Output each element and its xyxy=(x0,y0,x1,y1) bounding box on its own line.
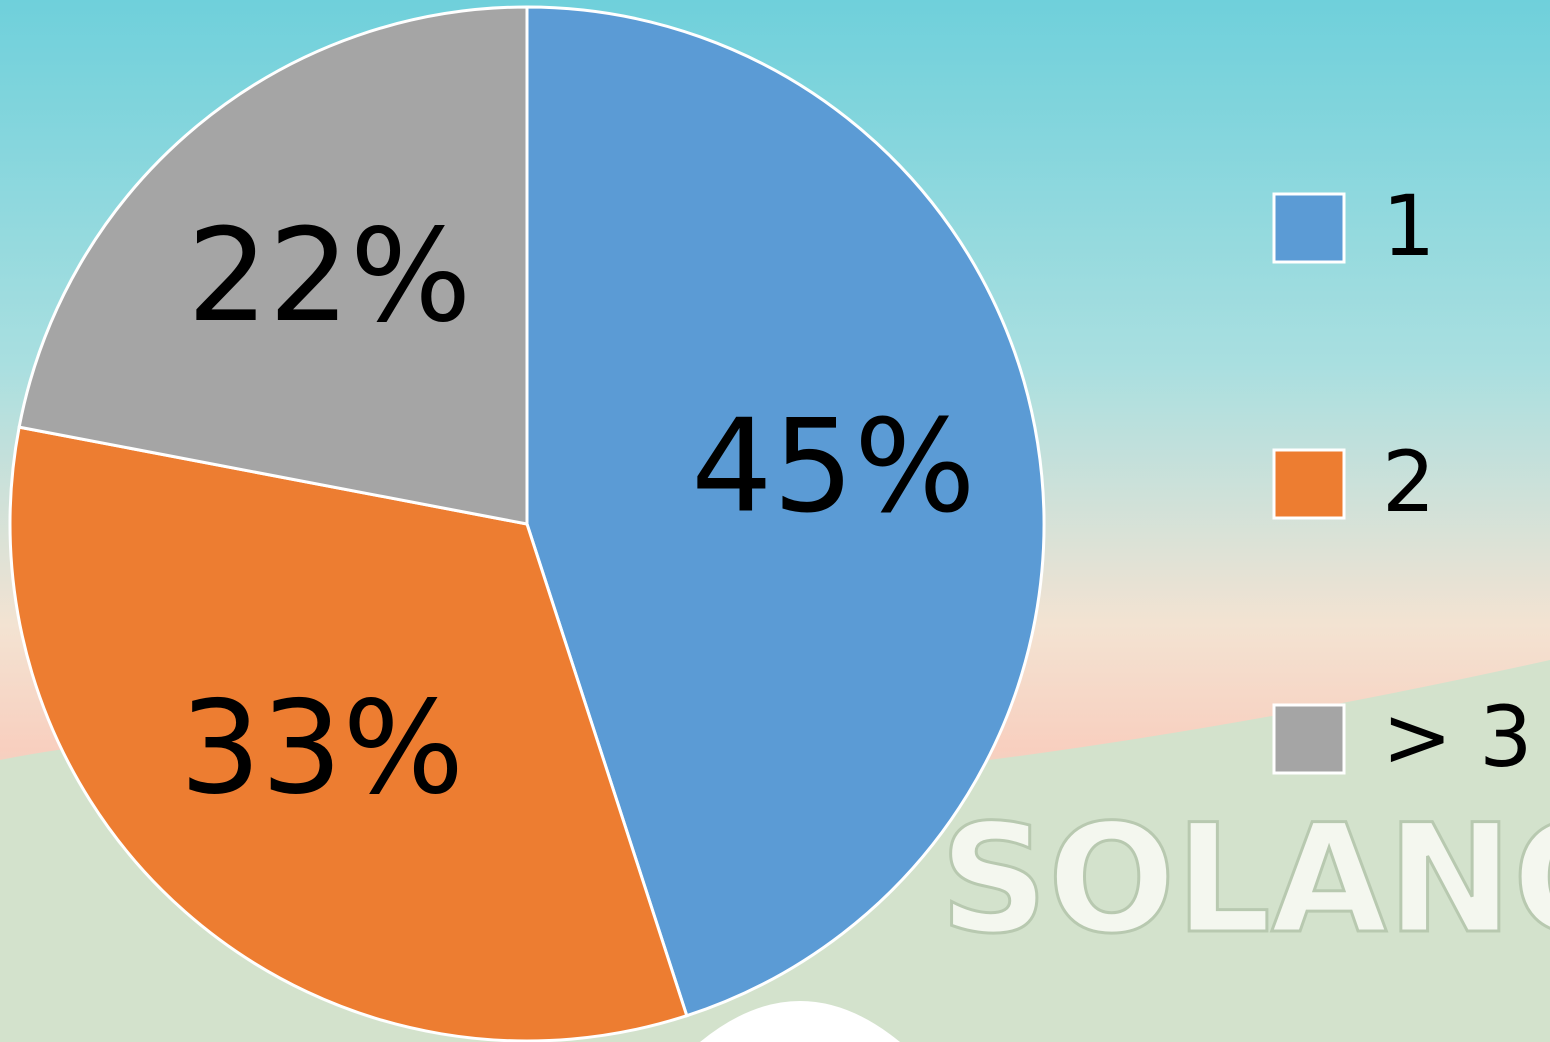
legend-swatch xyxy=(1272,703,1346,775)
legend-label: > 3 xyxy=(1382,688,1533,786)
pie-slice xyxy=(17,5,529,526)
pie-slice xyxy=(525,5,1046,1018)
legend-label: 2 xyxy=(1382,433,1435,531)
legend-swatch xyxy=(1272,448,1346,520)
legend-swatch xyxy=(1272,192,1346,264)
data-label: 22% xyxy=(187,202,472,351)
background-logo: SOLANO xyxy=(940,793,1550,967)
legend-label: 1 xyxy=(1382,177,1435,275)
road xyxy=(700,1001,900,1042)
legend: 1 2 > 3 xyxy=(1272,177,1533,786)
pie: 45% 33% 22% xyxy=(8,5,1046,1042)
data-label: 45% xyxy=(691,393,976,542)
pie-slice xyxy=(8,425,689,1042)
data-label: 33% xyxy=(180,674,465,823)
